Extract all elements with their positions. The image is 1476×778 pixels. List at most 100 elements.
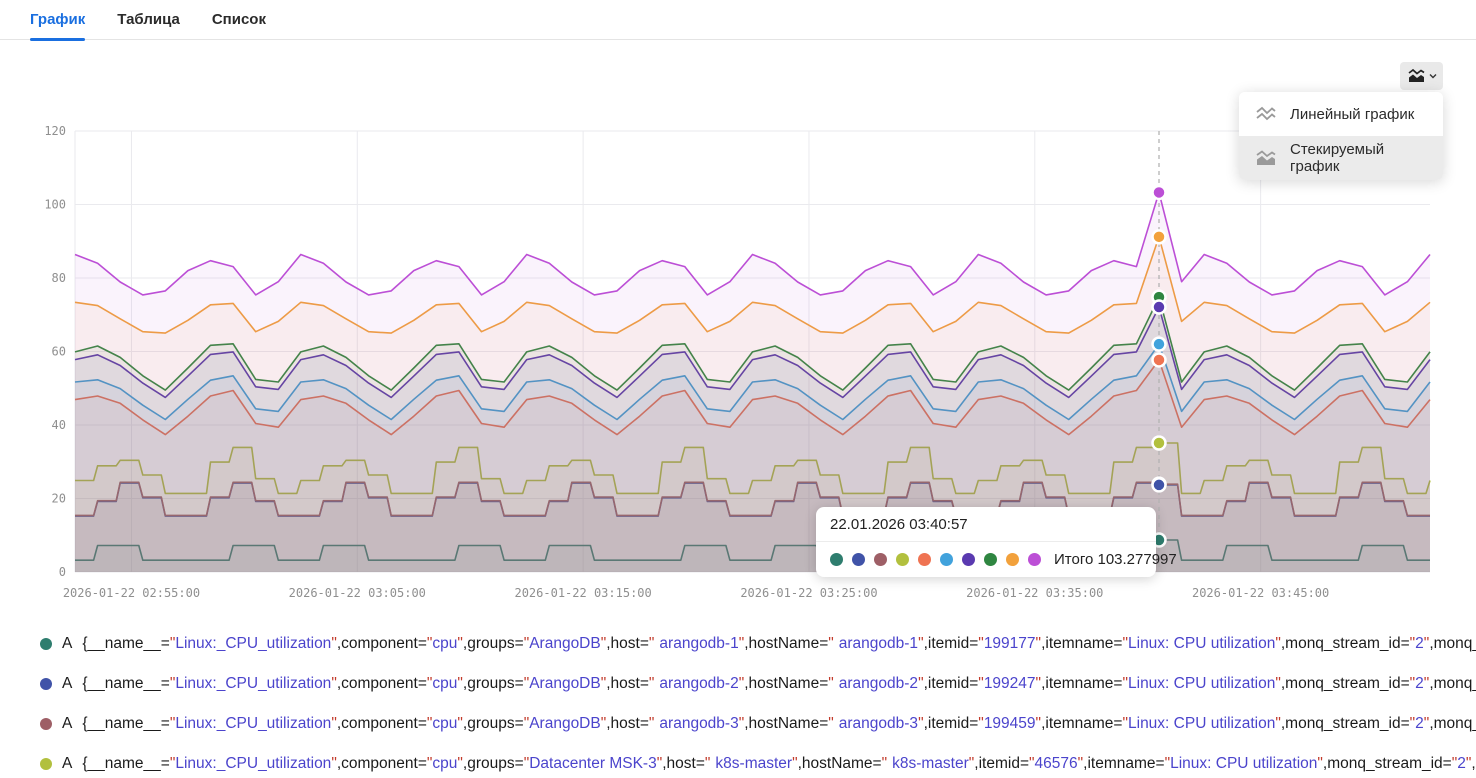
series-line-1 [75,539,1430,561]
tooltip-series-dot [830,553,843,566]
legend-separator: , [1280,675,1286,692]
legend-quote: " [918,675,924,692]
legend-quote: " [600,635,607,652]
legend-quote: " [648,635,655,652]
tooltip-timestamp: 22.01.2026 03:40:57 [816,507,1156,542]
legend-label-key: monq_userspace_id= [1433,715,1476,732]
tooltip-total-value: 103.277997 [1097,551,1177,568]
x-axis-tick: 2026-01-22 03:25:00 [740,586,877,600]
legend-label-value: Datacenter MSK-3 [529,755,657,772]
series-line-8 [74,296,1431,391]
cursor-marker [1151,477,1167,493]
legend-label-key: groups= [467,755,524,772]
legend-separator: , [1280,635,1286,652]
cursor-marker [1151,184,1167,201]
legend-label-key: itemname= [1045,675,1123,692]
menu-item-line-chart[interactable]: Линейный график [1239,92,1443,136]
legend-label-key: __name__= [87,715,170,732]
legend-quote: " [600,715,607,732]
legend-label-value: arangodb-2 [659,675,739,692]
legend-quote: " [1275,675,1281,692]
legend-label-value: 2 [1415,635,1424,652]
tooltip-series-dot [918,553,931,566]
legend-query-letter: A [62,675,73,692]
legend-label-key: component= [341,715,427,732]
legend-quote: " [331,755,337,772]
legend-label-value: 199177 [983,635,1036,652]
legend-quote: " [1451,755,1458,772]
x-axis-tick: 2026-01-22 02:55:00 [63,586,200,600]
legend-row[interactable]: A{__name__= " Linux:_CPU_utilization ", com… [40,744,1476,778]
legend-label-key: hostName= [748,635,829,652]
tooltip-series-dot [852,553,865,566]
stacked-area-icon [1407,68,1426,84]
legend-separator: , [336,675,342,692]
y-axis-tick: 0 [59,565,66,579]
legend-quote: " [968,755,975,772]
legend-quote: " [523,715,530,732]
legend-label-key: itemid= [927,675,979,692]
cursor-marker [1151,229,1167,245]
tab-list[interactable]: Список [211,11,266,28]
legend-query-letter: A [62,755,73,772]
legend-separator: , [336,715,342,732]
legend-brace: { [82,715,88,732]
legend-quote: " [1275,635,1281,652]
chart-type-button[interactable] [1400,62,1443,90]
series-line-3 [75,481,1430,517]
legend-label-value: arangodb-1 [838,635,919,652]
legend-separator: , [797,755,802,772]
legend-quote: " [648,675,655,692]
y-axis-tick: 120 [44,124,66,138]
legend-label-key: itemid= [927,715,979,732]
legend-quote: " [169,755,176,772]
legend-separator: , [462,755,468,772]
series-line-4 [75,442,1431,495]
legend-separator: , [606,635,611,652]
legend-quote: " [1122,715,1128,732]
legend-label-value: Linux: CPU utilization [1128,635,1276,652]
legend-label-value: k8s-master [892,755,969,772]
legend-label-value: cpu [432,715,458,732]
legend-label-key: component= [341,635,427,652]
legend-separator: , [1322,755,1328,772]
stacked-chart-icon [1255,149,1277,167]
tab-chart[interactable]: График [30,0,86,41]
tooltip-series-dot [1006,553,1019,566]
legend-label-value: Linux:_CPU_utilization [175,715,332,732]
legend-row[interactable]: A{__name__= " Linux:_CPU_utilization ", com… [40,624,1476,664]
legend-quote: " [828,635,834,652]
legend-label-key: groups= [467,635,524,652]
legend-quote: " [1164,755,1171,772]
legend-separator: , [744,675,749,692]
legend-quote: " [1409,675,1416,692]
legend-label-key: component= [341,675,427,692]
chart-series [74,191,1431,573]
legend-separator: , [1471,755,1476,772]
legend-quote: " [169,715,176,732]
cursor-marker [1151,336,1167,352]
legend-quote: " [457,675,463,692]
legend-label-value: k8s-master [715,755,793,772]
legend-label-value: arangodb-3 [838,715,919,732]
legend-brace: { [82,675,88,692]
legend-quote: " [1029,755,1035,772]
legend-quote: " [656,755,663,772]
legend-quote: " [426,755,433,772]
line-chart-icon [1255,105,1277,123]
legend-label-key: host= [610,675,649,692]
tooltip-series-dots [830,553,1041,566]
legend-row[interactable]: A{__name__= " Linux:_CPU_utilization ", com… [40,664,1476,704]
tooltip-total-label: Итого [1054,551,1094,568]
legend-quote: " [457,755,463,772]
series-line-9 [74,236,1431,334]
legend-label-value: cpu [432,635,458,652]
legend-series-dot [40,718,52,730]
legend-quote: " [918,715,924,732]
legend-label-key: monq_userspace_id= [1433,675,1476,692]
legend-series-dot [40,638,52,650]
legend-row[interactable]: A{__name__= " Linux:_CPU_utilization ", com… [40,704,1476,744]
menu-item-stacked-chart[interactable]: Стекируемый график [1239,136,1443,180]
tab-table[interactable]: Таблица [117,11,180,28]
menu-item-label: Линейный график [1290,105,1415,123]
